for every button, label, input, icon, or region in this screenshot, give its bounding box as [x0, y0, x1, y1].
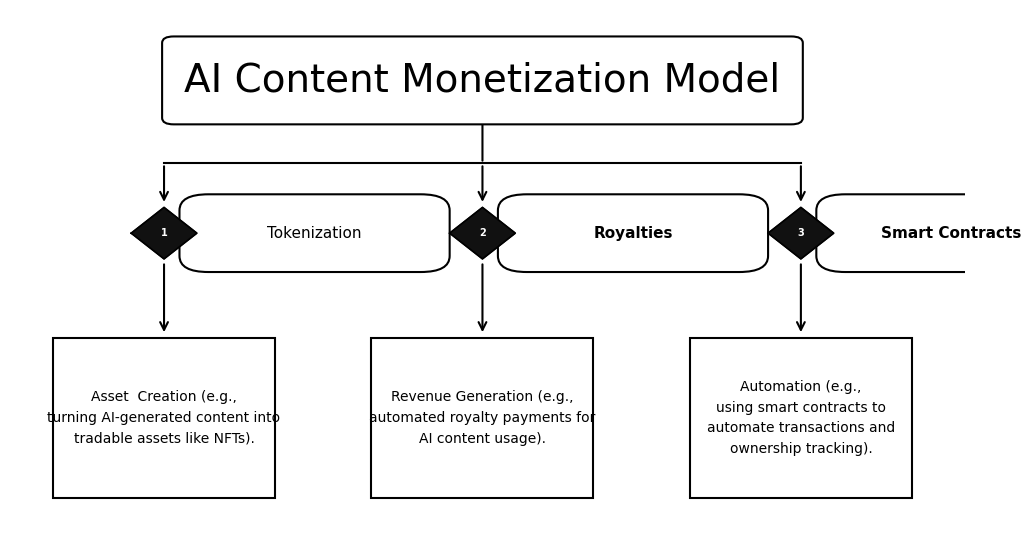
FancyBboxPatch shape — [498, 195, 768, 272]
Text: AI Content Monetization Model: AI Content Monetization Model — [184, 62, 780, 99]
Polygon shape — [450, 207, 515, 259]
Text: 1: 1 — [161, 228, 167, 238]
Polygon shape — [768, 207, 834, 259]
FancyBboxPatch shape — [179, 195, 450, 272]
Text: Royalties: Royalties — [593, 226, 673, 241]
FancyBboxPatch shape — [53, 338, 275, 498]
Text: Revenue Generation (e.g.,
automated royalty payments for
AI content usage).: Revenue Generation (e.g., automated roya… — [370, 391, 596, 445]
Text: 3: 3 — [798, 228, 804, 238]
Text: 2: 2 — [479, 228, 485, 238]
FancyBboxPatch shape — [816, 195, 1024, 272]
FancyBboxPatch shape — [372, 338, 594, 498]
Text: Asset  Creation (e.g.,
turning AI-generated content into
tradable assets like NF: Asset Creation (e.g., turning AI-generat… — [47, 391, 281, 445]
Text: Tokenization: Tokenization — [267, 226, 361, 241]
Polygon shape — [131, 207, 197, 259]
Text: Automation (e.g.,
using smart contracts to
automate transactions and
ownership t: Automation (e.g., using smart contracts … — [707, 380, 895, 456]
FancyBboxPatch shape — [162, 36, 803, 124]
FancyBboxPatch shape — [690, 338, 911, 498]
Text: Smart Contracts: Smart Contracts — [882, 226, 1022, 241]
